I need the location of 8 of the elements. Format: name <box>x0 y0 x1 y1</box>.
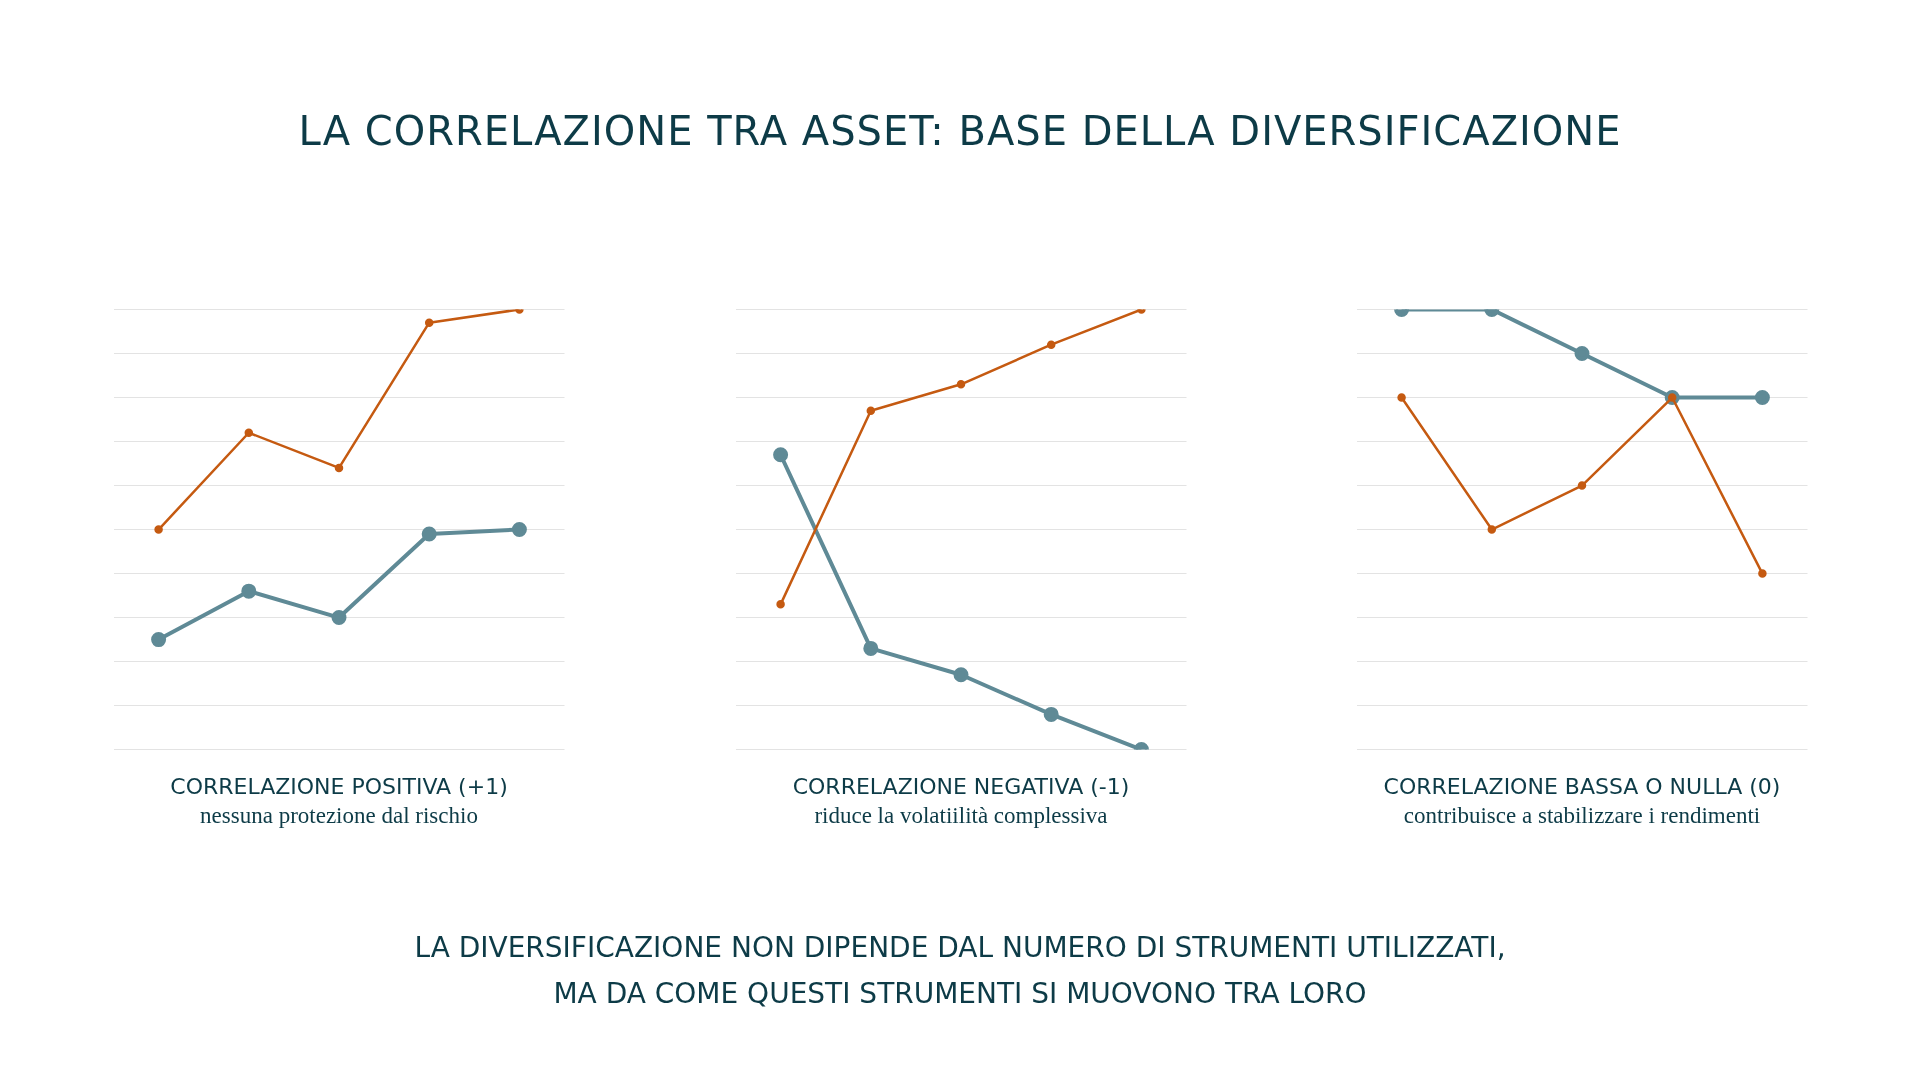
text: CORRELAZIONE BASSA O NULLA (0) <box>1382 774 1782 799</box>
text: nessuna protezione dal rischio <box>199 803 479 829</box>
text: contribuisce a stabilizzare i rendimenti <box>1402 803 1762 829</box>
text: CORRELAZIONE POSITIVA (+1) <box>169 774 509 799</box>
text: riduce la volatiilità complessiva <box>813 803 1109 829</box>
text: LA DIVERSIFICAZIONE NON DIPENDE DAL NUMERO DI STRUMENTI UTILIZZATI, MA DA COME QUESTI STRUMENTI SI MUOVONO TRA LORO <box>413 930 1507 1012</box>
text: CORRELAZIONE NEGATIVA (-1) <box>791 774 1131 799</box>
text: LA CORRELAZIONE TRA ASSET: BASE DELLA DIVERSIFICAZIONE <box>297 108 1623 154</box>
